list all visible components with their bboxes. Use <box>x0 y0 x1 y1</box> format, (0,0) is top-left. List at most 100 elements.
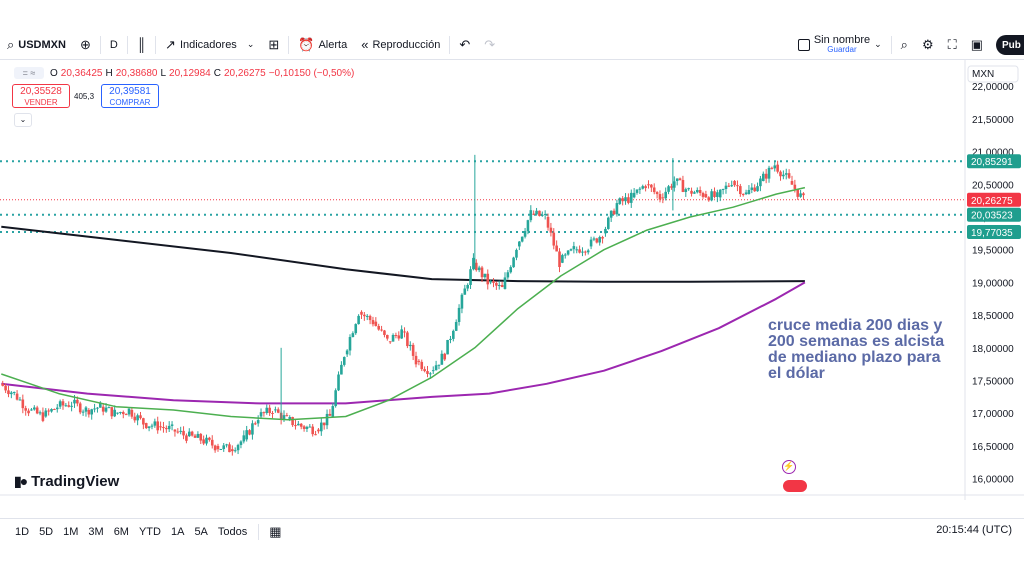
candle-body <box>4 385 7 391</box>
candle-body <box>377 325 381 330</box>
chart-type-button[interactable]: ║ <box>130 30 153 60</box>
candle-body <box>334 390 337 407</box>
calendar-icon[interactable]: ▦ <box>269 523 282 539</box>
candle-body <box>317 429 320 432</box>
interval-button[interactable]: D <box>103 30 125 60</box>
candle-body <box>802 193 805 196</box>
candle-body <box>10 392 13 395</box>
timeframe-button[interactable]: Todos <box>217 525 248 538</box>
candle-body <box>70 405 73 407</box>
brand-name: TradingView <box>31 473 120 490</box>
candle-body <box>607 217 610 229</box>
candle-body <box>144 423 148 429</box>
candle-body <box>311 426 314 435</box>
candle-body <box>147 426 151 429</box>
candle-body <box>701 192 705 197</box>
candle-body <box>93 408 96 410</box>
sell-button[interactable]: 20,35528 VENDER <box>12 84 70 108</box>
candle-body <box>342 357 346 365</box>
candle-body <box>406 332 409 347</box>
timeframe-button[interactable]: 1D <box>15 525 30 538</box>
layout-name: Sin nombre <box>813 33 871 46</box>
candle-body <box>357 315 360 325</box>
buy-button[interactable]: 20,39581 COMPRAR <box>101 84 159 108</box>
fullscreen-button[interactable]: ⛶ <box>941 30 964 60</box>
timeframe-button[interactable]: 5D <box>39 525 54 538</box>
price-chart[interactable]: MXN22,0000021,5000021,0000020,5000020,00… <box>0 60 1024 500</box>
candle-body <box>707 197 711 201</box>
candle-body <box>546 216 550 228</box>
indicators-button[interactable]: ↗ Indicadores ⌄ <box>158 30 261 60</box>
publish-button[interactable]: Pub <box>996 35 1024 55</box>
change-value: −0,10150 (−0,50%) <box>268 67 355 79</box>
timeframe-button[interactable]: 3M <box>88 525 104 538</box>
divider <box>126 35 128 54</box>
candle-body <box>733 181 736 186</box>
high-value: 20,38680 <box>115 67 158 79</box>
candle-body <box>90 409 94 415</box>
symbol-search[interactable]: ⌕ USDMXN <box>0 30 73 60</box>
candle-body <box>216 445 220 450</box>
candle-body <box>233 450 237 452</box>
candle-body <box>529 210 533 221</box>
candle-body <box>474 262 478 271</box>
candles-icon: ║ <box>136 37 147 52</box>
symbol-name: USDMXN <box>18 38 66 51</box>
candle-body <box>523 231 527 237</box>
divider <box>890 35 892 54</box>
sell-label: VENDER <box>24 98 58 107</box>
alert-button[interactable]: ⏰ Alerta <box>291 30 354 60</box>
lightning-icon[interactable]: ⚡ <box>782 460 796 474</box>
collapse-legend-button[interactable]: ⌄ <box>14 113 32 127</box>
candle-body <box>678 178 682 180</box>
candle-body <box>124 414 128 416</box>
candle-body <box>601 237 604 239</box>
compare-button[interactable]: ⊕ <box>73 30 98 60</box>
layout-menu[interactable]: Sin nombre Guardar ⌄ <box>791 30 889 60</box>
candle-body <box>581 251 584 253</box>
candle-body <box>99 402 102 408</box>
timeframe-button[interactable]: 5A <box>194 525 208 538</box>
candle-body <box>15 393 19 400</box>
candle-body <box>604 228 607 234</box>
clock-readout[interactable]: 20:15:44 (UTC) <box>936 524 1012 536</box>
candle-body <box>713 191 716 197</box>
undo-button[interactable]: ↶ <box>452 30 477 60</box>
candle-body <box>153 421 157 426</box>
candle-body <box>403 331 406 333</box>
settings-button[interactable]: ⚙ <box>915 30 941 60</box>
candle-body <box>64 405 68 407</box>
redo-button[interactable]: ↷ <box>477 30 502 60</box>
y-tick-label: 22,00000 <box>972 82 1014 93</box>
candle-body <box>431 370 435 372</box>
snapshot-button[interactable]: ▣ <box>964 30 990 60</box>
timeframe-button[interactable]: YTD <box>138 525 161 538</box>
fullscreen-icon: ⛶ <box>947 36 957 52</box>
quick-search-button[interactable]: ⌕ <box>894 30 915 60</box>
close-key: C <box>213 67 221 79</box>
candle-body <box>245 430 248 440</box>
candle-body <box>695 189 699 193</box>
timeframe-button[interactable]: 1M <box>63 525 79 538</box>
candle-body <box>265 407 269 413</box>
candle-body <box>84 407 88 412</box>
candle-body <box>150 425 154 427</box>
us-flag-icon[interactable] <box>782 479 808 493</box>
candle-body <box>348 337 352 351</box>
candle-body <box>322 422 326 426</box>
candle-body <box>615 203 619 215</box>
candle-body <box>320 422 323 432</box>
replay-button[interactable]: « Reproducción <box>354 30 447 60</box>
layouts-button[interactable]: ⊞ <box>261 30 286 60</box>
timeframe-button[interactable]: 1A <box>170 525 185 538</box>
candle-body <box>345 350 349 355</box>
candle-body <box>73 399 76 404</box>
candle-body <box>27 410 30 414</box>
candle-body <box>784 173 788 175</box>
timeframe-button[interactable]: 6M <box>113 525 129 538</box>
candle-body <box>704 194 708 198</box>
candle-body <box>308 426 312 428</box>
legend-toggle[interactable]: = ≈ <box>14 67 44 79</box>
candle-body <box>644 186 647 189</box>
candle-body <box>575 249 579 251</box>
